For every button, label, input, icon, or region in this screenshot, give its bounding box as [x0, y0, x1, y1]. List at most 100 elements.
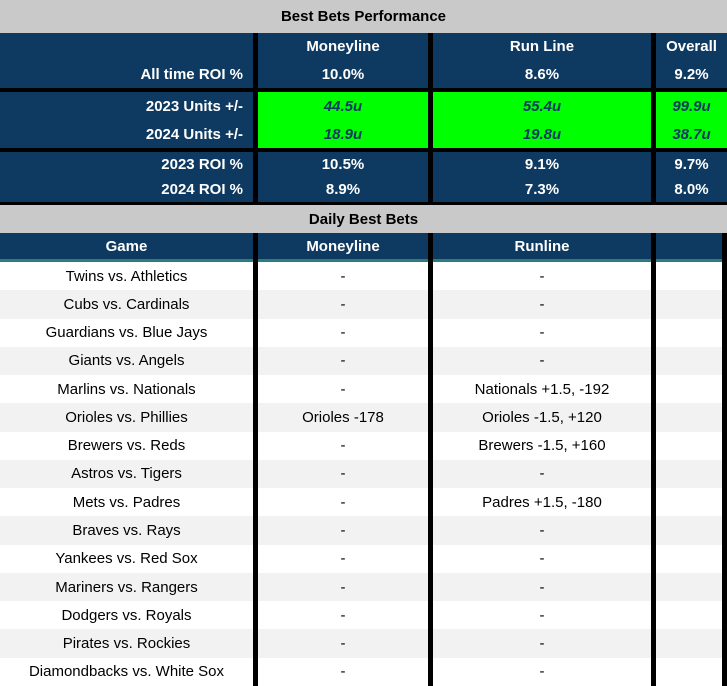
- column-divider: [428, 516, 433, 545]
- column-divider: [253, 601, 258, 630]
- column-divider: [253, 346, 258, 376]
- moneyline-cell: -: [340, 465, 346, 483]
- column-divider: [722, 601, 727, 630]
- runline-cell: Nationals +1.5, -192: [474, 380, 610, 398]
- moneyline-cell: -: [340, 522, 346, 540]
- roi-2023-row: 2023 ROI % 10.5% 9.1% 9.7%: [0, 152, 727, 177]
- daily-col-game: Game: [105, 237, 148, 255]
- column-divider: [428, 262, 433, 291]
- column-divider: [428, 177, 433, 202]
- roi-2023-moneyline: 10.5%: [321, 156, 365, 173]
- moneyline-cell: Orioles -178: [302, 408, 384, 426]
- column-divider: [428, 233, 433, 259]
- column-divider: [651, 572, 656, 602]
- column-divider: [253, 177, 258, 202]
- column-divider: [722, 488, 727, 517]
- column-divider: [722, 544, 727, 573]
- moneyline-cell: -: [340, 437, 346, 455]
- blank-cell: [656, 629, 722, 657]
- daily-game-row: Cubs vs. Cardinals - -: [0, 290, 727, 319]
- game-cell: Mariners vs. Rangers: [55, 578, 198, 596]
- blank-cell: [656, 601, 722, 629]
- game-cell: Mets vs. Padres: [72, 493, 181, 511]
- column-divider: [651, 346, 656, 376]
- runline-cell: Padres +1.5, -180: [482, 493, 602, 511]
- section-divider: [0, 148, 727, 152]
- teal-rule: [433, 259, 651, 262]
- column-divider: [722, 459, 727, 489]
- blank-cell: [656, 290, 722, 318]
- runline-cell: -: [539, 663, 545, 681]
- column-divider: [428, 60, 433, 88]
- blank-cell: [656, 460, 722, 488]
- game-cell: Orioles vs. Phillies: [65, 408, 188, 426]
- column-divider: [651, 120, 656, 148]
- column-divider: [253, 431, 258, 460]
- blank-cell: [656, 573, 722, 601]
- column-divider: [253, 33, 258, 60]
- column-divider: [428, 488, 433, 517]
- column-divider: [253, 92, 258, 120]
- column-divider: [722, 233, 727, 259]
- runline-cell: -: [539, 578, 545, 596]
- game-cell: Marlins vs. Nationals: [57, 380, 196, 398]
- column-divider: [253, 290, 258, 319]
- column-divider: [428, 152, 433, 177]
- blank-cell: [656, 432, 722, 460]
- column-divider: [428, 544, 433, 573]
- column-divider: [651, 233, 656, 259]
- moneyline-cell: -: [340, 324, 346, 342]
- teal-rule: [258, 259, 428, 262]
- column-divider: [253, 488, 258, 517]
- game-cell: Yankees vs. Red Sox: [55, 550, 198, 568]
- game-cell: Giants vs. Angels: [68, 352, 185, 370]
- daily-game-row: Diamondbacks vs. White Sox - -: [0, 657, 727, 686]
- runline-cell: -: [539, 550, 545, 568]
- daily-game-row: Braves vs. Rays - -: [0, 516, 727, 545]
- column-divider: [428, 92, 433, 120]
- daily-game-row: Dodgers vs. Royals - -: [0, 601, 727, 630]
- daily-game-row: Mets vs. Padres - Padres +1.5, -180: [0, 488, 727, 517]
- game-cell: Pirates vs. Rockies: [62, 635, 191, 653]
- performance-col-overall: Overall: [666, 38, 717, 55]
- roi-2024-label: 2024 ROI %: [161, 181, 243, 198]
- column-divider: [253, 233, 258, 259]
- blank-cell: [656, 516, 722, 544]
- performance-col-moneyline: Moneyline: [306, 38, 380, 55]
- column-divider: [722, 403, 727, 432]
- game-cell: Braves vs. Rays: [72, 522, 181, 540]
- daily-table-body: Twins vs. Athletics - - Cubs vs. Cardina…: [0, 262, 727, 686]
- daily-game-row: Orioles vs. Phillies Orioles -178 Oriole…: [0, 403, 727, 432]
- game-cell: Dodgers vs. Royals: [61, 606, 192, 624]
- units-2024-moneyline: 18.9u: [258, 120, 428, 148]
- runline-cell: -: [539, 352, 545, 370]
- daily-game-row: Marlins vs. Nationals - Nationals +1.5, …: [0, 375, 727, 404]
- daily-col-runline: Runline: [514, 237, 570, 255]
- column-divider: [722, 375, 727, 404]
- performance-header-row: Moneyline Run Line Overall: [0, 33, 727, 60]
- column-divider: [651, 459, 656, 489]
- units-2023-runline: 55.4u: [433, 92, 651, 120]
- column-divider: [722, 516, 727, 545]
- moneyline-cell: -: [340, 267, 346, 285]
- blank-cell: [656, 658, 722, 686]
- performance-header-blank: [0, 33, 253, 60]
- moneyline-cell: -: [340, 635, 346, 653]
- column-divider: [722, 657, 727, 686]
- runline-cell: -: [539, 295, 545, 313]
- blank-cell: [656, 262, 722, 290]
- section-divider: [0, 88, 727, 92]
- runline-cell: -: [539, 635, 545, 653]
- performance-section-title: Best Bets Performance: [0, 0, 727, 33]
- game-cell: Twins vs. Athletics: [65, 267, 188, 285]
- daily-game-row: Mariners vs. Rangers - -: [0, 572, 727, 602]
- column-divider: [722, 431, 727, 460]
- game-cell: Brewers vs. Reds: [67, 437, 186, 455]
- game-cell: Guardians vs. Blue Jays: [45, 324, 208, 342]
- column-divider: [651, 403, 656, 432]
- daily-game-row: Twins vs. Athletics - -: [0, 262, 727, 291]
- runline-cell: Orioles -1.5, +120: [482, 408, 602, 426]
- column-divider: [651, 152, 656, 177]
- moneyline-cell: -: [340, 550, 346, 568]
